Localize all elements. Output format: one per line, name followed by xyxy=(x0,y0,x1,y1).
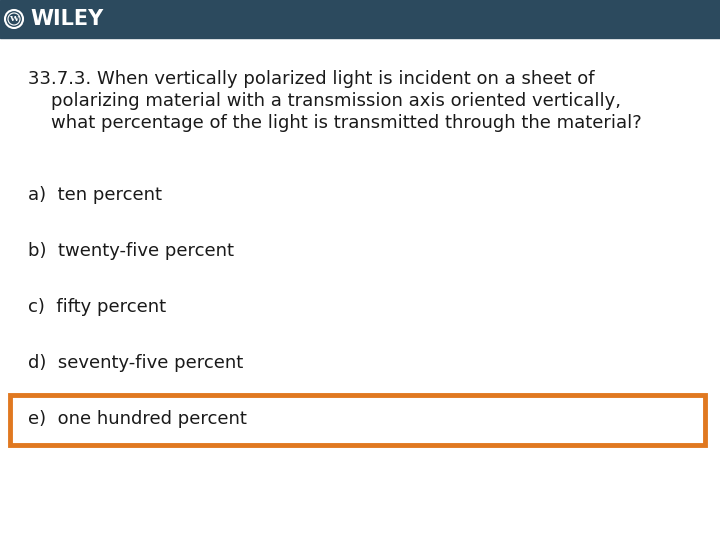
FancyBboxPatch shape xyxy=(10,395,705,445)
Text: 33.7.3. When vertically polarized light is incident on a sheet of: 33.7.3. When vertically polarized light … xyxy=(28,70,595,88)
Text: WILEY: WILEY xyxy=(30,9,103,29)
Text: what percentage of the light is transmitted through the material?: what percentage of the light is transmit… xyxy=(28,114,642,132)
Text: d)  seventy-five percent: d) seventy-five percent xyxy=(28,354,243,372)
Text: e)  one hundred percent: e) one hundred percent xyxy=(28,410,247,428)
Text: a)  ten percent: a) ten percent xyxy=(28,186,162,204)
Text: W: W xyxy=(9,15,19,23)
Text: polarizing material with a transmission axis oriented vertically,: polarizing material with a transmission … xyxy=(28,92,621,110)
Bar xyxy=(0,0,720,38)
Text: b)  twenty-five percent: b) twenty-five percent xyxy=(28,242,234,260)
Text: c)  fifty percent: c) fifty percent xyxy=(28,298,166,316)
